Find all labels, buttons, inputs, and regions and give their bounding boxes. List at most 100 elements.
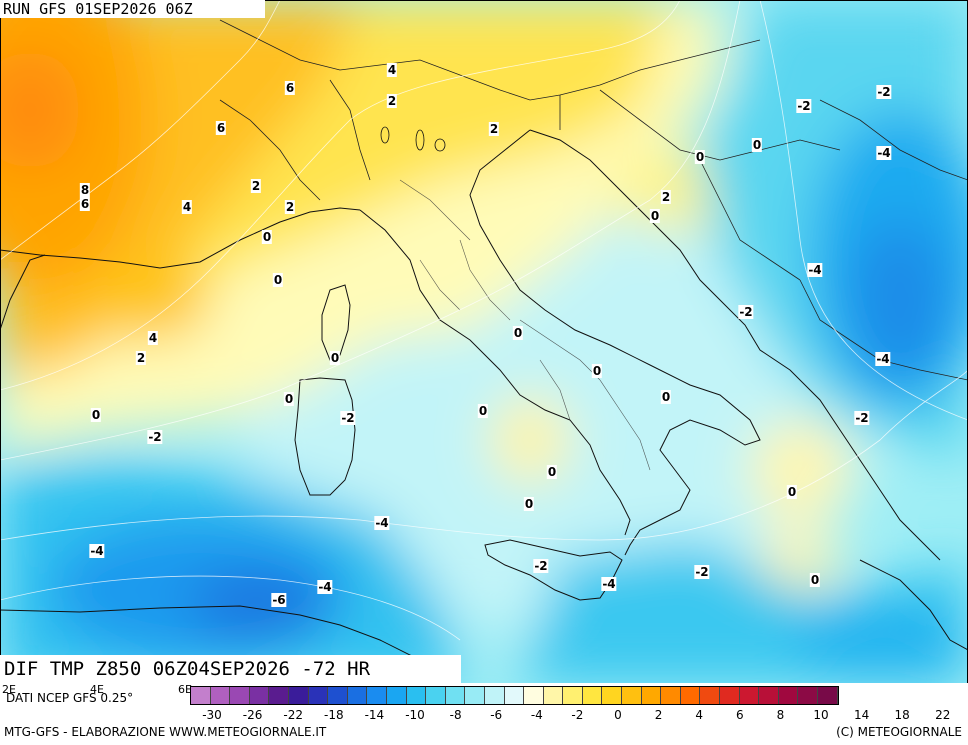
contour-value-label: 6	[79, 197, 91, 211]
color-swatch	[386, 687, 407, 704]
color-swatch	[543, 687, 564, 704]
contour-value-label: 2	[135, 351, 147, 365]
color-scale-tick: -10	[405, 708, 425, 722]
color-scale-tick: -30	[202, 708, 222, 722]
footer-credit: MTG-GFS - ELABORAZIONE WWW.METEOGIORNALE…	[4, 725, 327, 739]
color-swatch	[641, 687, 662, 704]
contour-value-label: 0	[786, 485, 798, 499]
color-swatch	[798, 687, 818, 704]
contour-value-label: -2	[694, 565, 710, 579]
color-swatch	[230, 687, 250, 704]
contour-value-label: 4	[147, 331, 159, 345]
color-swatch	[778, 687, 799, 704]
contour-value-label: -4	[807, 263, 823, 277]
color-swatch	[269, 687, 289, 704]
contour-value-label: 4	[181, 200, 193, 214]
contour-value-label: 0	[546, 465, 558, 479]
contour-value-label: 2	[386, 94, 398, 108]
contour-value-label: 0	[660, 390, 672, 404]
color-scale-tick: -4	[530, 708, 543, 722]
contour-value-label: 2	[284, 200, 296, 214]
contour-value-label: 0	[283, 392, 295, 406]
contour-value-label: 0	[477, 404, 489, 418]
lon-axis-label: 2E	[2, 683, 16, 696]
contour-value-label: 0	[591, 364, 603, 378]
contour-value-label: -4	[374, 516, 390, 530]
color-swatch	[622, 687, 642, 704]
color-scale-tick: -2	[571, 708, 584, 722]
contour-value-label: -4	[876, 146, 892, 160]
contour-value-label: 2	[660, 190, 672, 204]
contour-value-label: -2	[854, 411, 870, 425]
contour-value-label: 6	[215, 121, 227, 135]
color-scale-tick: -22	[283, 708, 303, 722]
contour-value-label: 0	[523, 497, 535, 511]
color-scale-tick: 18	[894, 708, 910, 722]
footer-copyright: (C) METEOGIORNALE	[836, 725, 962, 739]
color-swatch	[602, 687, 623, 704]
color-scale-tick: -8	[449, 708, 462, 722]
color-scale-bar	[190, 686, 839, 705]
lon-axis-label: 4E	[90, 683, 104, 696]
color-swatch	[308, 687, 329, 704]
color-scale-tick: 4	[695, 708, 704, 722]
field-title: DIF TMP Z850 06Z04SEP2026 -72 HR	[0, 655, 461, 683]
isolines	[0, 0, 968, 641]
color-scale-ticks: -30-26-22-18-14-10-8-6-4-202468101418223…	[190, 708, 966, 722]
contour-value-label: -2	[796, 99, 812, 113]
political-borders	[219, 19, 968, 381]
contour-value-label: 2	[250, 179, 262, 193]
color-swatch	[739, 687, 760, 704]
contour-value-label: -4	[89, 544, 105, 558]
color-swatch	[720, 687, 740, 704]
color-swatch	[367, 687, 387, 704]
contour-value-label: -2	[147, 430, 163, 444]
color-swatch	[700, 687, 721, 704]
color-swatch	[582, 687, 603, 704]
region-borders	[399, 179, 651, 471]
contour-value-label: 0	[329, 351, 341, 365]
contour-value-label: -4	[875, 352, 891, 366]
color-swatch	[288, 687, 309, 704]
coastlines	[0, 129, 968, 685]
contour-value-label: 6	[284, 81, 296, 95]
color-swatch	[426, 687, 446, 704]
color-swatch	[818, 687, 838, 704]
contour-value-label: 4	[386, 63, 398, 77]
contour-value-label: 0	[751, 138, 763, 152]
color-swatch	[445, 687, 466, 704]
contour-value-label: 8	[79, 183, 91, 197]
lakes	[380, 126, 446, 152]
color-scale-tick: -26	[242, 708, 263, 722]
contour-value-label: -4	[601, 577, 617, 591]
contour-value-label: 2	[488, 122, 500, 136]
color-swatch	[504, 687, 525, 704]
contour-value-label: 0	[649, 209, 661, 223]
lon-axis-label: 6E	[178, 683, 192, 696]
color-swatch	[465, 687, 485, 704]
temperature-anomaly-map	[0, 0, 968, 685]
color-swatch	[680, 687, 701, 704]
data-source-note: DATI NCEP GFS 0.25°	[6, 691, 134, 705]
color-scale-tick: 8	[776, 708, 785, 722]
color-scale-tick: 22	[935, 708, 951, 722]
color-scale-tick: 14	[853, 708, 870, 722]
color-scale-tick: 10	[813, 708, 829, 722]
contour-value-label: -2	[340, 411, 356, 425]
color-swatch	[191, 687, 211, 704]
color-swatch	[406, 687, 427, 704]
color-swatch	[759, 687, 779, 704]
contour-value-label: -2	[533, 559, 549, 573]
contour-value-label: -2	[738, 305, 754, 319]
contour-value-label: 0	[809, 573, 821, 587]
anomaly-field	[0, 0, 968, 685]
contour-value-label: 0	[261, 230, 273, 244]
legend-area: 2E 4E 6E DATI NCEP GFS 0.25° -30 -26 -22 -1…	[0, 683, 968, 745]
contour-value-label: 0	[272, 273, 284, 287]
color-scale-tick: -18	[323, 708, 344, 722]
run-label: RUN GFS 01SEP2026 06Z	[0, 0, 265, 18]
color-swatch	[347, 687, 368, 704]
color-scale-tick: 0	[614, 708, 622, 722]
color-scale-tick: 2	[654, 708, 663, 722]
color-swatch	[328, 687, 348, 704]
